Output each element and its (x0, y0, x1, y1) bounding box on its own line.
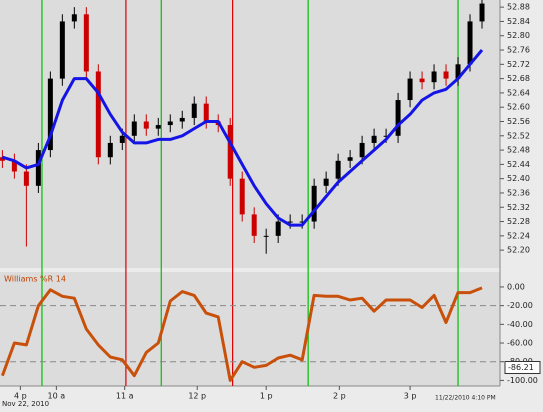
candle-body (395, 100, 401, 136)
candle-body (191, 103, 197, 118)
candle-body (167, 121, 173, 126)
candle-body (383, 135, 389, 137)
candle-body (71, 14, 77, 22)
y-tick-label: 52.64 (507, 88, 530, 97)
y-tick-label: -20.00 (507, 301, 533, 310)
y-tick-label: 52.80 (507, 31, 530, 40)
y-tick-label: 52.52 (507, 131, 530, 140)
current-value-box (504, 361, 541, 375)
y-tick-label: 52.88 (507, 3, 530, 12)
x-tick-label: 4 p (14, 392, 27, 401)
candle-body (35, 150, 41, 186)
candle-body (443, 71, 449, 79)
y-tick-label: 52.24 (507, 231, 530, 240)
y-tick-label: 52.28 (507, 217, 530, 226)
x-tick-label: 2 p (333, 392, 346, 401)
candle-body (131, 121, 137, 136)
y-tick-label: 52.72 (507, 60, 530, 69)
candle-body (419, 78, 425, 83)
candle-body (119, 135, 125, 143)
x-tick-label: 10 a (48, 392, 66, 401)
current-value-label: -86.21 (508, 363, 534, 372)
candle-body (431, 71, 437, 83)
x-tick-label: 11 a (116, 392, 134, 401)
indicator-line (0, 286, 483, 382)
candle-body (83, 14, 89, 72)
y-tick-label: -60.00 (507, 339, 533, 348)
y-tick-label: 0.00 (507, 282, 525, 291)
candle-body (467, 21, 473, 65)
y-tick-label: 52.40 (507, 174, 530, 183)
candle-body (59, 21, 65, 79)
candle-body (263, 235, 269, 237)
candle-body (239, 178, 245, 215)
price-panel (0, 0, 500, 268)
candle-body (107, 142, 113, 158)
y-tick-label: 52.60 (507, 103, 530, 112)
candle-body (311, 185, 317, 222)
candle-body (335, 160, 341, 179)
candle-body (143, 121, 149, 129)
candle-body (155, 125, 161, 129)
candle-body (479, 3, 485, 22)
candle-body (455, 64, 461, 79)
candle-body (359, 142, 365, 158)
candle-body (251, 214, 257, 236)
candle-body (323, 178, 329, 186)
y-tick-label: 52.44 (507, 160, 530, 169)
candle-body (227, 125, 233, 179)
date-label: Nov 22, 2010 (2, 400, 49, 408)
y-tick-label: 52.32 (507, 203, 530, 212)
candle-body (179, 117, 185, 122)
indicator-panel (0, 272, 500, 386)
y-tick-label: 52.76 (507, 46, 530, 55)
candle-body (287, 221, 293, 223)
x-tick-label: 12 p (188, 392, 206, 401)
y-tick-label: 52.48 (507, 146, 530, 155)
candle-body (299, 221, 305, 223)
indicator-title: Williams %R 14 (4, 275, 66, 284)
candle-body (95, 71, 101, 158)
candle-body (371, 135, 377, 143)
candle-body (203, 103, 209, 122)
y-tick-label: 52.56 (507, 117, 530, 126)
candle-body (11, 160, 17, 172)
moving-average-line (1, 49, 484, 227)
candle-body (407, 78, 413, 101)
candle-body (23, 171, 29, 186)
candle-body (47, 78, 53, 151)
x-tick-label: 3 p (404, 392, 417, 401)
y-tick-label: -40.00 (507, 320, 533, 329)
x-tick-label: 1 p (260, 392, 273, 401)
y-tick-label: 52.36 (507, 188, 530, 197)
y-tick-label: -100.00 (507, 376, 538, 385)
y-tick-label: 52.68 (507, 74, 530, 83)
timestamp: 11/22/2010 4:10 PM (435, 395, 496, 402)
candle-body (0, 157, 5, 161)
y-tick-label: 52.84 (507, 17, 530, 26)
candle-body (275, 221, 281, 236)
y-tick-label: 52.20 (507, 246, 530, 255)
candle-body (347, 157, 353, 161)
